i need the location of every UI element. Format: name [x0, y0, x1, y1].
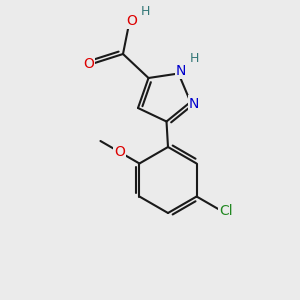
- Text: N: N: [176, 64, 186, 78]
- Text: H: H: [141, 5, 150, 18]
- Text: O: O: [115, 145, 125, 159]
- Text: Cl: Cl: [219, 204, 233, 218]
- Text: H: H: [189, 52, 199, 65]
- Text: N: N: [189, 97, 199, 110]
- Text: O: O: [127, 14, 137, 28]
- Text: O: O: [83, 58, 94, 71]
